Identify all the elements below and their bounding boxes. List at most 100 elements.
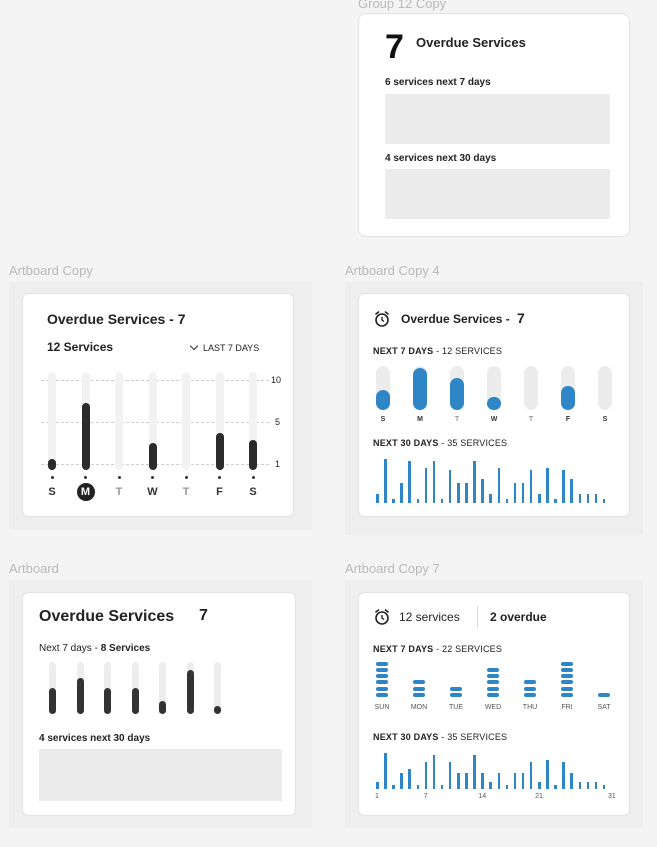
bar bbox=[424, 762, 428, 789]
bar bbox=[473, 754, 476, 789]
day-label: WED bbox=[484, 704, 502, 711]
bar bbox=[457, 483, 460, 503]
next30-heading: NEXT 30 DAYS - 35 SERVICES bbox=[373, 732, 507, 742]
bar-track bbox=[115, 372, 123, 470]
bar bbox=[408, 461, 411, 503]
next7-heading: NEXT 7 DAYS - 12 SERVICES bbox=[373, 346, 502, 356]
card-artboard-copy7: 12 services 2 overdue NEXT 7 DAYS - 22 S… bbox=[358, 592, 630, 816]
day-label-selected[interactable]: M bbox=[76, 483, 95, 501]
bar bbox=[376, 390, 390, 410]
card-group12: 7 Overdue Services 6 services next 7 day… bbox=[358, 13, 630, 237]
bar-track bbox=[214, 662, 221, 714]
day-label[interactable]: S bbox=[48, 486, 56, 498]
bar bbox=[562, 470, 565, 503]
bar bbox=[400, 483, 403, 503]
bar bbox=[104, 688, 111, 714]
bar bbox=[416, 785, 419, 789]
overdue-count: 7 bbox=[385, 28, 404, 66]
next7-label: 6 services next 7 days bbox=[385, 77, 491, 88]
next30-placeholder bbox=[39, 749, 282, 801]
bar bbox=[538, 494, 541, 503]
bar bbox=[416, 498, 419, 503]
day-label: T bbox=[454, 416, 460, 423]
bar bbox=[586, 781, 590, 789]
day-label[interactable]: T bbox=[182, 486, 190, 498]
day-label[interactable]: T bbox=[115, 486, 123, 498]
day-label: TUE bbox=[449, 704, 463, 711]
bar bbox=[384, 753, 387, 789]
bar bbox=[554, 785, 557, 789]
stack-segment bbox=[561, 674, 573, 679]
y-tick: 1 bbox=[275, 459, 281, 469]
bar bbox=[538, 781, 541, 789]
bar bbox=[76, 677, 84, 714]
bar bbox=[440, 785, 444, 789]
day-label[interactable]: S bbox=[249, 486, 257, 498]
next7-value: 8 Services bbox=[100, 643, 151, 654]
day-label: SAT bbox=[597, 704, 611, 711]
bar bbox=[578, 494, 581, 503]
day-label: F bbox=[565, 416, 571, 423]
stack-segment bbox=[487, 692, 499, 697]
bar bbox=[131, 688, 139, 714]
stack-segment bbox=[376, 680, 388, 685]
bar bbox=[529, 762, 533, 789]
bar bbox=[513, 483, 517, 503]
bar bbox=[81, 403, 90, 470]
next7-label: NEXT 7 DAYS bbox=[373, 644, 434, 654]
stack-segment bbox=[450, 692, 462, 697]
day-label: FRI bbox=[561, 704, 573, 711]
stack-segment bbox=[413, 680, 425, 685]
next7-value: - 22 SERVICES bbox=[433, 644, 503, 654]
card-artboard-copy: Overdue Services - 7 12 Services LAST 7 … bbox=[22, 293, 294, 517]
bar bbox=[505, 498, 509, 503]
bar bbox=[570, 478, 573, 503]
stack-segment bbox=[487, 668, 499, 672]
bar bbox=[392, 785, 395, 789]
bar bbox=[408, 769, 411, 789]
next30-label: NEXT 30 DAYS bbox=[373, 438, 439, 448]
bar bbox=[432, 461, 436, 503]
bar bbox=[186, 669, 194, 714]
artboard-label-artboard: Artboard bbox=[9, 561, 59, 576]
day-label[interactable]: W bbox=[147, 486, 158, 498]
range-dropdown[interactable]: LAST 7 DAYS bbox=[189, 341, 259, 353]
next7-heading: Next 7 days - 8 Services bbox=[39, 643, 150, 654]
bar bbox=[602, 785, 606, 789]
stack-segment bbox=[561, 680, 573, 685]
card-title: Overdue Services - 7 bbox=[47, 311, 186, 327]
card-title: Overdue Services - bbox=[401, 312, 510, 326]
bar bbox=[473, 461, 476, 503]
bar bbox=[214, 706, 221, 714]
bar bbox=[376, 494, 379, 503]
bar bbox=[521, 483, 525, 503]
bar bbox=[594, 494, 598, 503]
stack-segment bbox=[524, 686, 536, 691]
bar bbox=[578, 781, 581, 789]
bar-track bbox=[598, 366, 612, 410]
services-count: 12 Services bbox=[47, 340, 114, 354]
x-tick: 7 bbox=[423, 793, 428, 800]
stack-segment bbox=[376, 674, 388, 679]
stack-segment bbox=[376, 692, 388, 697]
day-label: THU bbox=[522, 704, 538, 711]
artboard-label-copy7: Artboard Copy 7 bbox=[345, 561, 440, 576]
divider bbox=[477, 606, 478, 628]
next30-heading: NEXT 30 DAYS - 35 SERVICES bbox=[373, 438, 507, 448]
day-label: S bbox=[602, 416, 608, 423]
bar bbox=[481, 772, 484, 789]
day-dot bbox=[50, 476, 54, 479]
stack-segment bbox=[376, 668, 388, 672]
next30-placeholder bbox=[385, 169, 610, 219]
day-label: SUN bbox=[374, 704, 390, 711]
next7-label: NEXT 7 DAYS bbox=[373, 346, 434, 356]
bar bbox=[562, 762, 565, 789]
bar bbox=[48, 459, 56, 470]
day-label[interactable]: F bbox=[216, 486, 223, 498]
bar bbox=[546, 467, 549, 503]
day-label: T bbox=[528, 416, 534, 423]
bar bbox=[465, 483, 468, 503]
bar bbox=[440, 498, 444, 503]
bar-track bbox=[249, 372, 257, 470]
stack-segment bbox=[376, 661, 388, 666]
